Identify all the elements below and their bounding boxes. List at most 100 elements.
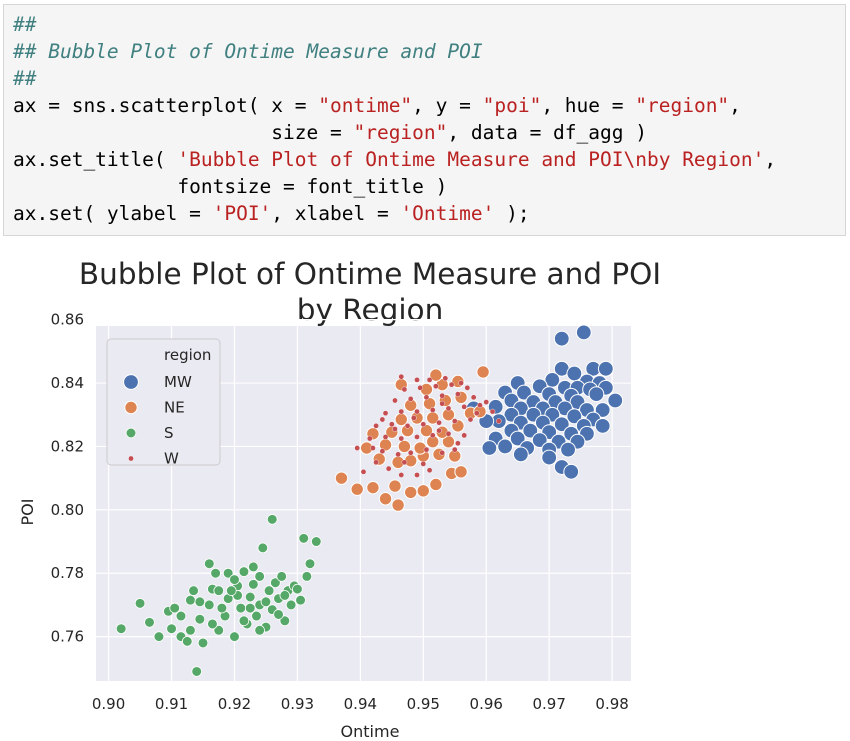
data-point: [414, 434, 420, 440]
code-line: fontsize = font_title ): [13, 173, 845, 200]
data-point: [489, 408, 496, 415]
data-point: [373, 423, 379, 429]
data-point: [477, 402, 483, 409]
code-token: , data = df_agg ): [447, 121, 647, 144]
legend-items: MW NE SW: [123, 373, 192, 468]
data-point: [366, 480, 380, 495]
code-token: , y =: [412, 94, 483, 117]
data-point: [436, 427, 442, 434]
data-point: [414, 408, 420, 415]
data-point: [473, 410, 480, 416]
data-point: [566, 365, 583, 382]
data-point: [470, 394, 477, 401]
data-point: [455, 391, 461, 397]
data-point: [451, 418, 458, 424]
data-point: [382, 410, 389, 416]
y-tick-label: 0.86: [51, 311, 84, 329]
data-point: [445, 405, 452, 412]
data-point: [392, 397, 398, 404]
data-point: [509, 430, 526, 447]
code-lines: ## ## Bubble Plot of Ontime Measure and P…: [13, 11, 845, 227]
data-point: [144, 617, 155, 628]
data-point: [185, 594, 196, 606]
data-point: [229, 574, 240, 585]
legend-marker: [123, 374, 139, 390]
data-point: [553, 330, 570, 347]
code-token: ,: [729, 94, 741, 117]
data-point: [385, 465, 392, 472]
data-point: [185, 624, 196, 636]
data-point: [266, 514, 278, 525]
y-tick-label: 0.80: [51, 501, 84, 519]
data-point: [370, 445, 376, 451]
data-point: [461, 432, 468, 439]
data-point: [420, 461, 427, 467]
data-point: [541, 449, 558, 466]
x-tick-label: 0.91: [155, 695, 188, 713]
data-point: [464, 385, 471, 391]
data-point: [213, 585, 225, 596]
data-point: [429, 407, 436, 413]
chart-title-line-1: Bubble Plot of Ontime Measure and POI: [79, 257, 661, 291]
x-tick-label: 0.93: [281, 695, 314, 713]
code-token: );: [494, 202, 530, 225]
data-point: [379, 416, 386, 423]
code-line: ax.set( ylabel = 'POI', xlabel = 'Ontime…: [13, 200, 845, 227]
data-point: [566, 408, 583, 425]
data-point: [404, 485, 418, 500]
data-point: [301, 571, 313, 582]
legend-marker: [128, 455, 134, 462]
data-point: [203, 558, 215, 570]
data-point: [251, 610, 262, 622]
tick-labels: 0.90 0.91 0.92 0.93 0.94 0.95 0.96 0.97 0.98 0.76…: [51, 311, 629, 713]
data-point: [310, 536, 322, 547]
data-point: [563, 463, 580, 480]
x-tick-label: 0.94: [344, 695, 377, 713]
data-point: [134, 598, 146, 609]
data-point: [496, 418, 502, 424]
data-point: [429, 368, 443, 382]
code-token: , hue =: [541, 94, 636, 117]
data-point: [244, 602, 256, 614]
legend-label: NE: [164, 399, 185, 417]
legend-label: W: [164, 450, 179, 468]
code-token: , xlabel =: [271, 202, 401, 225]
data-point: [467, 416, 474, 423]
y-tick-label: 0.82: [51, 437, 84, 455]
data-point: [229, 631, 240, 642]
code-line: ##: [13, 65, 845, 92]
plot-svg: Bubble Plot of Ontime Measure and POI by…: [18, 257, 661, 741]
data-point: [175, 610, 187, 622]
code-cell[interactable]: ## ## Bubble Plot of Ontime Measure and P…: [3, 4, 846, 236]
y-axis-label: POI: [18, 499, 37, 526]
data-point: [597, 360, 614, 377]
data-point: [354, 445, 361, 451]
code-token: "region": [635, 94, 730, 117]
data-point: [194, 596, 206, 608]
data-point: [553, 416, 570, 433]
code-token: "region": [353, 121, 448, 144]
x-tick-label: 0.98: [595, 695, 628, 713]
code-token: ax.set_title(: [13, 148, 178, 171]
data-point: [188, 585, 199, 596]
data-point: [497, 438, 514, 455]
data-point: [439, 400, 445, 407]
code-token: 'Ontime': [400, 202, 495, 225]
data-point: [411, 415, 417, 421]
data-point: [442, 375, 449, 382]
code-token: size =: [13, 121, 354, 144]
data-point: [166, 623, 177, 635]
x-tick-label: 0.96: [470, 695, 503, 713]
data-point: [392, 426, 398, 432]
legend-label: MW: [164, 373, 192, 391]
series-S: [115, 514, 322, 677]
data-point: [360, 469, 367, 475]
data-point: [416, 484, 430, 498]
y-tick-label: 0.78: [51, 564, 84, 582]
data-point: [451, 446, 458, 453]
data-point: [254, 571, 265, 582]
data-point: [391, 498, 405, 512]
data-point: [407, 449, 414, 456]
data-point: [420, 421, 427, 428]
x-axis-label: Ontime: [341, 722, 400, 741]
